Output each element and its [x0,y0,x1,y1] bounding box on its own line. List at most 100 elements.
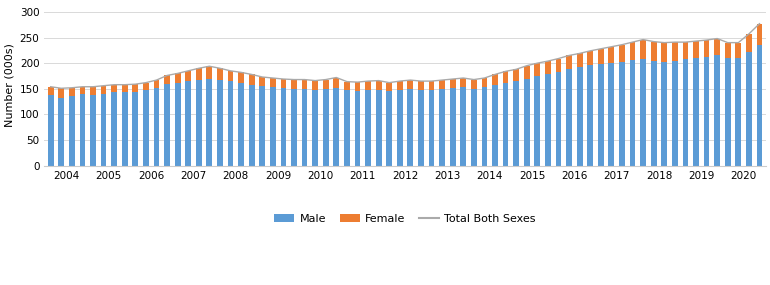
Bar [291,80,297,89]
Bar [503,83,508,166]
Bar [640,40,646,59]
Bar [556,58,561,72]
Bar [682,42,688,59]
Bar [651,42,657,61]
Bar [492,74,498,85]
Bar [545,61,551,74]
Bar [175,83,180,166]
Bar [545,74,551,166]
Bar [407,89,413,166]
Bar [460,78,466,87]
Bar [101,94,106,166]
Bar [111,85,117,92]
Bar [640,59,646,166]
Bar [101,86,106,94]
Bar [439,89,445,166]
Bar [313,81,318,90]
Bar [598,64,604,166]
Bar [354,82,360,91]
Bar [439,80,445,89]
Bar [153,80,159,88]
Bar [503,71,508,83]
Bar [59,97,64,166]
Bar [429,81,434,90]
Bar [228,81,233,166]
Bar [481,87,487,166]
Bar [323,80,329,89]
Bar [619,45,625,62]
Bar [132,92,139,166]
Bar [376,81,382,90]
Bar [429,90,434,166]
Bar [630,42,635,60]
Bar [270,78,276,87]
Bar [186,81,191,166]
Bar [69,96,75,166]
Bar [238,83,244,166]
Bar [524,66,530,79]
Bar [672,42,678,61]
Bar [333,88,340,166]
Bar [186,71,191,81]
Bar [757,45,762,166]
Bar [354,91,360,166]
Bar [365,90,371,166]
Bar [79,94,85,166]
Bar [514,69,519,81]
Bar [48,87,54,95]
Bar [122,85,128,92]
Bar [588,65,593,166]
Bar [143,90,149,166]
Bar [164,84,170,166]
Bar [344,82,350,90]
Bar [69,88,75,96]
Bar [672,61,678,166]
Bar [651,61,657,166]
Bar [59,88,64,97]
Bar [661,62,667,166]
Bar [450,79,456,88]
Bar [746,52,752,166]
Bar [514,81,519,166]
Bar [387,91,392,166]
Bar [704,57,709,166]
Bar [313,90,318,166]
Bar [566,69,572,166]
Bar [302,89,307,166]
Bar [735,43,742,58]
Bar [471,89,477,166]
Bar [588,51,593,65]
Bar [206,79,213,166]
Bar [682,59,688,166]
Bar [471,80,477,89]
Bar [418,90,424,166]
Y-axis label: Number (000s): Number (000s) [4,43,14,127]
Bar [418,81,424,90]
Bar [344,90,350,166]
Bar [630,60,635,166]
Bar [196,68,202,80]
Bar [280,88,286,166]
Bar [661,43,667,62]
Bar [90,87,96,95]
Bar [291,89,297,166]
Bar [693,41,699,58]
Bar [365,81,371,90]
Bar [725,43,731,58]
Bar [196,80,202,166]
Bar [715,56,720,166]
Bar [566,56,572,69]
Bar [132,84,139,92]
Bar [175,74,180,83]
Bar [249,74,255,85]
Bar [735,58,742,166]
Bar [259,77,265,86]
Bar [619,62,625,166]
Bar [608,47,614,63]
Bar [259,86,265,166]
Bar [746,34,752,52]
Bar [249,85,255,166]
Legend: Male, Female, Total Both Sexes: Male, Female, Total Both Sexes [270,209,541,228]
Bar [715,38,720,56]
Bar [90,95,96,166]
